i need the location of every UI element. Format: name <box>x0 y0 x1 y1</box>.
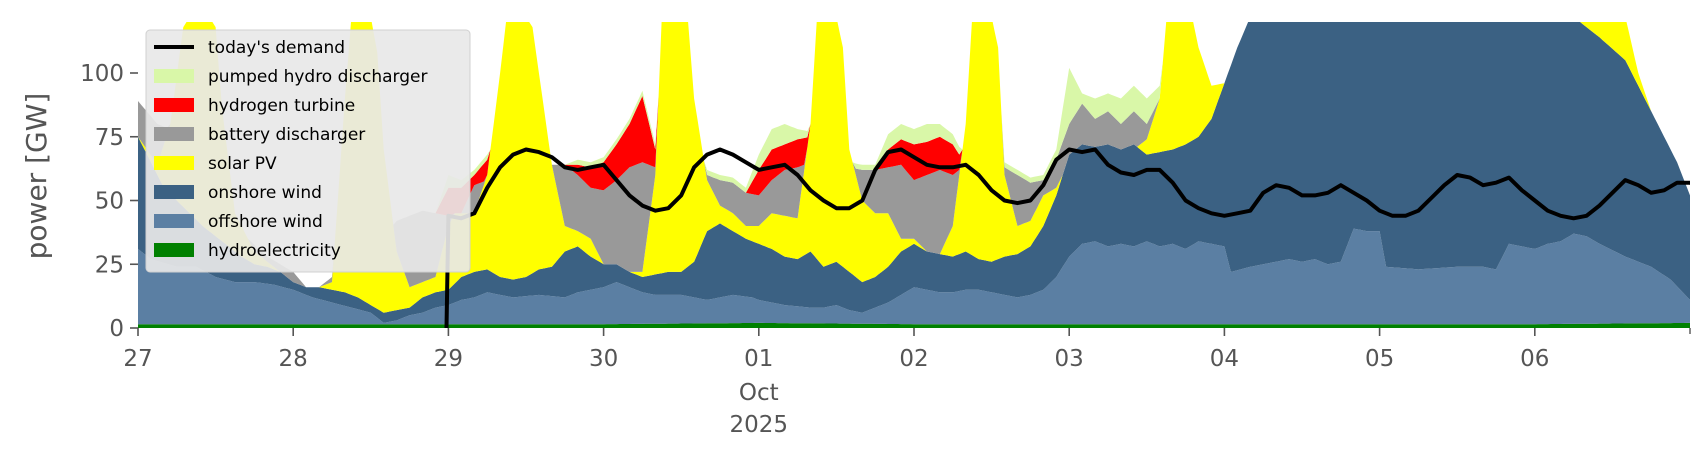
legend-label-hydroelectricity: hydroelectricity <box>208 241 341 261</box>
legend-label-onshore-wind: onshore wind <box>208 183 322 203</box>
y-tick-label-100: 100 <box>80 61 124 87</box>
x-tick-label-29: 29 <box>434 346 463 372</box>
y-tick-label-0: 0 <box>109 316 124 342</box>
x-tick-label-01: 01 <box>744 346 773 372</box>
x-tick-label-28: 28 <box>279 346 308 372</box>
legend-swatch-onshore-wind <box>154 185 194 199</box>
area-offshore-wind <box>138 228 1690 325</box>
area-battery-discharger <box>138 22 1690 288</box>
legend: today's demand pumped hydro discharger hyd… <box>145 29 471 273</box>
legend-swatch-hydrogen-turbine <box>154 98 194 112</box>
line-layer <box>444 147 1690 328</box>
x-tick-label-04: 04 <box>1210 346 1239 372</box>
y-tick-label-25: 25 <box>95 252 124 278</box>
legend-label-solar-pv: solar PV <box>208 154 277 174</box>
x-tick-label-06: 06 <box>1520 346 1549 372</box>
area-layer <box>138 22 1690 328</box>
x-tick-sublabel-oct: Oct <box>739 380 779 406</box>
legend-swatch-battery-discharger <box>154 127 194 141</box>
y-tick-label-50: 50 <box>95 189 124 215</box>
x-tick-label-30: 30 <box>589 346 618 372</box>
line-today-s-demand <box>444 147 1690 328</box>
legend-label-pumped-hydro-discharger: pumped hydro discharger <box>208 67 427 87</box>
area-hydroelectricity <box>138 322 1690 328</box>
legend-swatch-pumped-hydro-discharger <box>154 69 194 83</box>
area-solar-pv <box>138 22 1690 313</box>
area-hydrogen-turbine <box>138 22 1690 288</box>
legend-swatch-solar-pv <box>154 156 194 170</box>
legend-swatch-offshore-wind <box>154 214 194 228</box>
y-tick-label-75: 75 <box>95 125 124 151</box>
x-tick-label-05: 05 <box>1365 346 1394 372</box>
legend-label-battery-discharger: battery discharger <box>208 125 365 145</box>
legend-label-offshore-wind: offshore wind <box>208 212 323 232</box>
legend-label-hydrogen-turbine: hydrogen turbine <box>208 96 355 116</box>
legend-swatch-hydroelectricity <box>154 243 194 257</box>
legend-label-today-s-demand: today's demand <box>208 38 345 58</box>
area-onshore-wind <box>138 22 1690 323</box>
x-tick-sublabel-2025: 2025 <box>730 412 789 438</box>
axes: 0 25 50 75 100 27 28 29 30 01 Oct 2025 02 03 04 05 06 <box>80 61 1691 438</box>
legend-box <box>145 29 471 273</box>
x-tick-label-27: 27 <box>123 346 152 372</box>
y-axis-label: power [GW] <box>20 93 53 260</box>
x-tick-label-02: 02 <box>899 346 928 372</box>
x-tick-label-03: 03 <box>1055 346 1084 372</box>
